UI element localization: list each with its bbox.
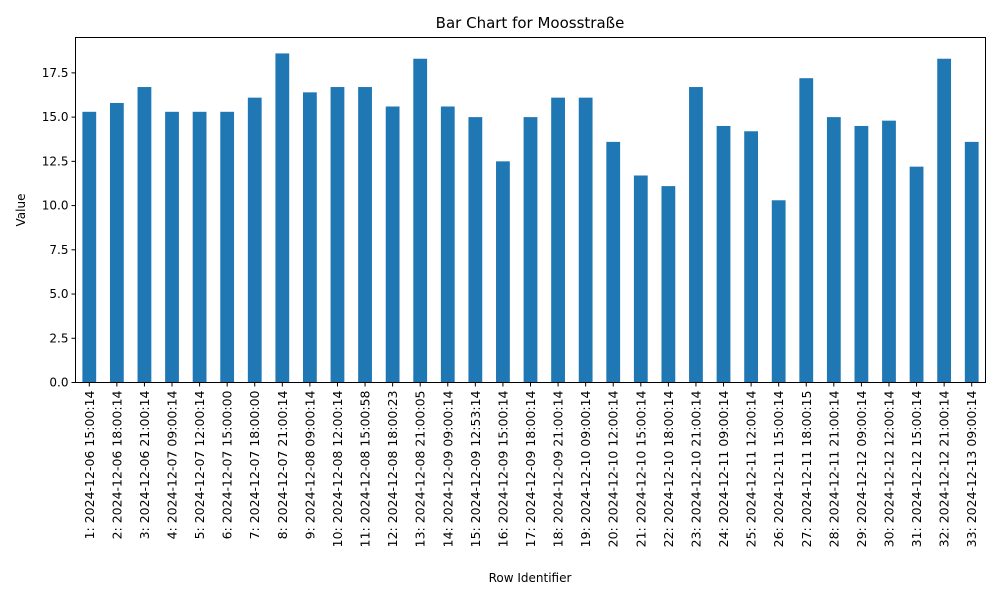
- x-tick-label: 19: 2024-12-10 09:00:14: [578, 390, 593, 547]
- y-tick-label: 2.5: [49, 331, 68, 345]
- bar: [303, 92, 317, 383]
- x-tick-label: 9: 2024-12-08 09:00:14: [302, 390, 317, 539]
- bar: [964, 141, 979, 383]
- x-tick-label: 20: 2024-12-10 12:00:14: [606, 390, 621, 547]
- x-tick-label: 11: 2024-12-08 15:00:58: [358, 390, 373, 547]
- x-tick-label: 33: 2024-12-13 09:00:14: [964, 390, 979, 547]
- x-tick-label: 24: 2024-12-11 09:00:14: [716, 390, 731, 547]
- bar: [551, 97, 565, 383]
- x-tick-label: 17: 2024-12-09 18:00:14: [523, 390, 538, 547]
- plot-frame: [75, 37, 986, 383]
- bar: [82, 111, 97, 383]
- x-tick-label: 32: 2024-12-12 21:00:14: [937, 390, 952, 547]
- bar: [689, 87, 703, 383]
- y-tick-label: 17.5: [42, 66, 69, 80]
- bar: [909, 166, 924, 383]
- bar: [744, 131, 758, 383]
- y-axis: 0.0 2.5 5.0 7.5 10.0 12.5 15.0 17.5: [42, 66, 76, 390]
- bar: [358, 87, 372, 383]
- x-tick-label: 12: 2024-12-08 18:00:23: [385, 391, 400, 548]
- x-tick-label: 18: 2024-12-09 21:00:14: [551, 390, 566, 547]
- x-axis: 1: 2024-12-06 15:00:14 2: 2024-12-06 18:0…: [82, 382, 979, 548]
- x-tick-label: 1: 2024-12-06 15:00:14: [82, 390, 97, 539]
- bar: [192, 111, 207, 383]
- x-tick-label: 22: 2024-12-10 18:00:14: [661, 390, 676, 547]
- x-tick-label: 21: 2024-12-10 15:00:14: [633, 390, 648, 547]
- x-tick-label: 6: 2024-12-07 15:00:00: [220, 390, 235, 539]
- x-tick-label: 13: 2024-12-08 21:00:05: [413, 391, 428, 548]
- x-tick-label: 7: 2024-12-07 18:00:00: [247, 390, 262, 539]
- y-tick-label: 0.0: [49, 376, 68, 390]
- x-tick-label: 5: 2024-12-07 12:00:14: [192, 390, 207, 539]
- x-tick-label: 25: 2024-12-11 12:00:14: [744, 390, 759, 547]
- chart-title: Bar Chart for Moosstraße: [436, 14, 625, 32]
- bar: [826, 117, 841, 383]
- bar: [523, 117, 538, 383]
- x-tick-label: 27: 2024-12-11 18:00:15: [799, 391, 814, 548]
- bars: [82, 53, 979, 383]
- bar: [413, 58, 428, 383]
- y-tick-label: 12.5: [42, 154, 69, 168]
- y-tick-label: 10.0: [42, 199, 69, 213]
- y-axis-label: Value: [14, 194, 28, 227]
- bar: [385, 106, 400, 383]
- x-tick-label: 31: 2024-12-12 15:00:14: [909, 390, 924, 547]
- x-tick-label: 8: 2024-12-07 21:00:14: [275, 390, 290, 539]
- bar: [661, 186, 676, 383]
- x-tick-label: 26: 2024-12-11 15:00:14: [771, 390, 786, 547]
- bar: [799, 78, 814, 383]
- bar: [606, 141, 621, 383]
- bar: [716, 125, 731, 383]
- x-tick-label: 10: 2024-12-08 12:00:14: [330, 390, 345, 547]
- x-tick-label: 15: 2024-12-09 12:53:14: [468, 390, 483, 547]
- x-tick-label: 4: 2024-12-07 09:00:14: [165, 390, 180, 539]
- x-tick-label: 23: 2024-12-10 21:00:14: [688, 390, 703, 547]
- bar: [220, 111, 235, 383]
- bar: [937, 58, 952, 383]
- bar: [247, 97, 262, 383]
- y-tick-label: 15.0: [42, 110, 69, 124]
- bar: [137, 87, 152, 383]
- x-tick-label: 30: 2024-12-12 12:00:14: [881, 390, 896, 547]
- x-tick-label: 28: 2024-12-11 21:00:14: [826, 390, 841, 547]
- y-tick-label: 7.5: [49, 243, 68, 257]
- x-tick-label: 14: 2024-12-09 09:00:14: [440, 390, 455, 547]
- bar: [496, 161, 510, 383]
- x-tick-label: 16: 2024-12-09 15:00:14: [495, 390, 510, 547]
- x-axis-label: Row Identifier: [489, 571, 572, 585]
- bar: [854, 125, 869, 383]
- bar: [330, 87, 345, 383]
- bar: [468, 117, 483, 383]
- x-tick-label: 3: 2024-12-06 21:00:14: [137, 390, 152, 539]
- bar: [109, 102, 124, 383]
- bar: [275, 53, 290, 383]
- bar: [440, 106, 455, 383]
- bar: [165, 111, 179, 383]
- x-tick-label: 29: 2024-12-12 09:00:14: [854, 390, 869, 547]
- bar: [882, 120, 896, 383]
- x-tick-label: 2: 2024-12-06 18:00:14: [109, 390, 124, 539]
- y-tick-label: 5.0: [49, 287, 68, 301]
- bar: [633, 175, 648, 383]
- bar: [771, 200, 786, 383]
- bar: [578, 97, 593, 383]
